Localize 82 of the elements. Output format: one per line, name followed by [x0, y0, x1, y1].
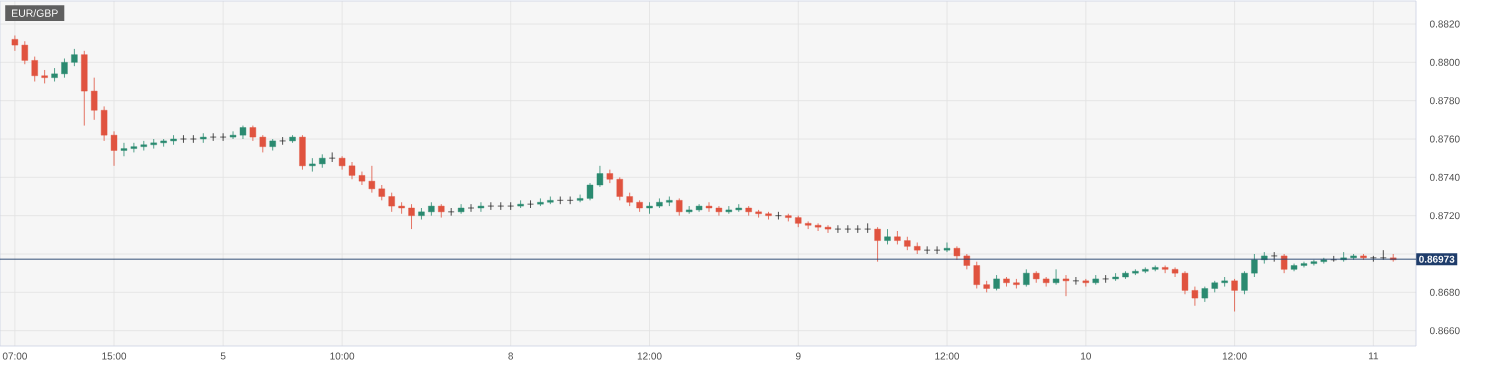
candlestick [1310, 259, 1318, 266]
candlestick [229, 130, 237, 140]
x-tick-label: 11 [1368, 352, 1379, 360]
candlestick [507, 201, 514, 211]
candlestick [775, 211, 782, 220]
candlestick [864, 222, 871, 234]
candlestick [824, 224, 832, 234]
ref-line-label: 0.86973 [1419, 255, 1455, 263]
candlestick [814, 222, 822, 232]
candlestick [91, 77, 98, 121]
candlestick [596, 165, 604, 188]
candlestick [557, 196, 564, 205]
candlestick [388, 192, 395, 213]
candlestick [41, 69, 48, 84]
x-tick-label: 12:00 [935, 352, 960, 360]
x-tick-label: 5 [220, 352, 226, 360]
candlestick [1181, 270, 1189, 295]
candlestick [576, 194, 584, 203]
candlestick [1231, 278, 1238, 312]
y-tick-label: 0.8680 [1429, 288, 1460, 296]
candlestick [527, 199, 534, 209]
y-tick-label: 0.8740 [1429, 173, 1460, 181]
candlestick [1241, 270, 1248, 295]
x-tick-label: 07:00 [2, 352, 27, 360]
candlestick [874, 226, 881, 263]
candlestick [1191, 286, 1199, 307]
x-tick-label: 10:00 [330, 352, 355, 360]
candlestick [1380, 249, 1387, 261]
candlestick [408, 203, 415, 230]
candlestick [973, 261, 980, 289]
candlestick [457, 203, 465, 215]
candlestick [715, 205, 723, 217]
x-tick-label: 12:00 [1222, 352, 1247, 360]
candlestick [854, 224, 861, 234]
candlestick [368, 165, 376, 194]
candlestick [190, 134, 197, 144]
candlestick [448, 207, 455, 217]
candlestick [31, 56, 38, 82]
candlestick [834, 224, 842, 234]
candlestick [497, 201, 504, 211]
candlestick [110, 130, 118, 167]
text: EUR/GBP [12, 9, 58, 17]
candlestick [1052, 268, 1060, 286]
candlestick [61, 58, 68, 79]
candlestick [1251, 253, 1258, 278]
x-tick-label: 10 [1081, 352, 1091, 360]
candlestick [180, 134, 187, 144]
candlestick [1102, 274, 1109, 284]
candlestick [21, 40, 28, 65]
candlestick [943, 242, 951, 253]
candlestick [616, 176, 623, 201]
y-tick-label: 0.8720 [1429, 212, 1460, 220]
candlestick [11, 35, 19, 52]
y-tick-label: 0.8780 [1429, 97, 1460, 105]
y-tick-label: 0.8660 [1429, 327, 1460, 335]
candlestick [329, 152, 336, 163]
candlestick [1072, 276, 1080, 286]
candlestick [338, 155, 346, 171]
x-tick-label: 12:00 [637, 352, 662, 360]
candlestick [358, 171, 366, 186]
x-tick-label: 8 [508, 352, 514, 360]
candlestick [844, 224, 852, 234]
candlestick [1062, 274, 1070, 297]
candlestick [477, 201, 485, 213]
x-tick-label: 15:00 [102, 352, 127, 360]
candlestick [120, 142, 128, 157]
x-tick-label: 9 [795, 352, 801, 360]
candlestick [130, 142, 138, 153]
candlestick [923, 245, 931, 255]
y-tick-label: 0.8800 [1429, 58, 1460, 66]
y-tick-label: 0.8760 [1429, 135, 1460, 143]
candlestick [219, 132, 227, 142]
candlestick [1171, 267, 1179, 278]
candlestick [210, 132, 217, 142]
candlestick [705, 201, 713, 213]
candlestick [279, 136, 286, 146]
y-tick-label: 0.8820 [1429, 20, 1460, 28]
candlestick [567, 196, 574, 205]
candlestick [467, 203, 475, 213]
candlestick [309, 157, 316, 172]
candlestick [933, 245, 941, 255]
candlestick [487, 201, 495, 211]
